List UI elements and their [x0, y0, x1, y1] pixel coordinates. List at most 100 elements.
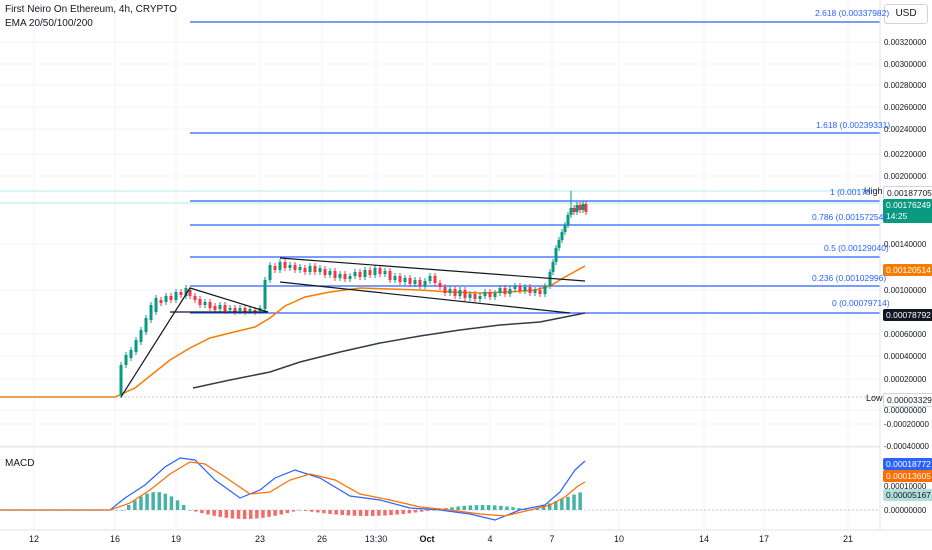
macd-histogram-bar [371, 510, 375, 516]
candle-body [523, 287, 527, 291]
candle-body [554, 248, 558, 262]
candle-body [323, 269, 327, 275]
price-tick: 0.00020000 [884, 375, 927, 384]
price-tick: 0.00240000 [884, 125, 927, 134]
macd-histogram-bar [389, 510, 393, 516]
candle-body [198, 299, 202, 305]
time-tick: 19 [170, 534, 182, 544]
macd-histogram-bar [157, 492, 161, 510]
trendlines[interactable] [120, 257, 586, 398]
macd-histogram-bar [364, 510, 369, 516]
candle-body [248, 309, 252, 311]
fib-label-1618: 1.618 (0.00239331) [816, 120, 891, 130]
time-tick: 16 [109, 534, 121, 544]
candle-body [557, 240, 561, 248]
candle-body [213, 306, 217, 310]
candle-body [273, 266, 277, 270]
last-price: 0.00176249 [886, 200, 931, 210]
candle-body [498, 288, 502, 293]
trendline-impulse [120, 287, 191, 398]
candle-body [253, 310, 257, 312]
macd-histogram-bar [505, 506, 509, 510]
candle-body [518, 286, 522, 291]
macd-histogram-bar [535, 507, 540, 510]
macd-line-tag: 0.00018772 [883, 458, 932, 470]
macd-histogram-bar [377, 510, 381, 516]
candle-body [278, 262, 282, 270]
macd-histogram-bar [273, 510, 277, 516]
candle-body [483, 292, 487, 296]
macd-histogram-bar [297, 510, 302, 511]
candle-body [438, 283, 442, 287]
candle-countdown: 14:25 [886, 211, 908, 221]
macd-histogram-bar [255, 510, 259, 519]
fib-label-0786: 0.786 (0.00157254) [812, 212, 887, 222]
macd-histogram-bar [163, 493, 168, 510]
time-tick: 14 [698, 534, 710, 544]
low-marker: Low [866, 393, 883, 403]
candle-body [179, 292, 183, 295]
macd-tick: 0.00000000 [884, 506, 927, 515]
ema-50-line [0, 265, 586, 398]
candle-body [458, 290, 462, 296]
time-tick: 13:30 [364, 534, 388, 544]
candlesticks [119, 191, 588, 398]
candle-body [208, 302, 212, 308]
price-tick: 0.00100000 [884, 286, 927, 295]
macd-histogram-bar [340, 510, 344, 516]
candle-body [159, 300, 163, 303]
candle-body [193, 296, 197, 300]
candle-body [566, 215, 570, 225]
candle-body [572, 208, 576, 212]
candle-body [144, 318, 148, 332]
candle-body [333, 271, 337, 278]
high-price-tag: 0.00187705 [883, 186, 932, 200]
price-tick: 0.00300000 [884, 60, 927, 69]
candle-body [528, 287, 532, 293]
candle-body [169, 296, 173, 300]
candle-body [268, 265, 272, 280]
indicator-legend[interactable]: EMA 20/50/100/200 [5, 18, 93, 29]
time-tick: 26 [316, 534, 328, 544]
macd-histogram-bar [541, 505, 546, 510]
candle-body [513, 286, 517, 289]
macd-pane [0, 457, 586, 521]
price-tick: 0.00220000 [884, 150, 927, 159]
candle-body [493, 293, 497, 297]
fib-retracement[interactable] [0, 21, 880, 314]
candle-body [428, 276, 432, 281]
macd-histogram-bar [352, 510, 357, 516]
candle-body [373, 268, 377, 275]
candle-body [363, 270, 367, 277]
candle-body [233, 308, 237, 312]
macd-legend[interactable]: MACD [5, 458, 35, 469]
macd-histogram-bar [334, 510, 338, 515]
grid [0, 0, 880, 530]
candle-body [393, 276, 397, 280]
macd-histogram-bar [578, 492, 582, 510]
candle-body [473, 294, 477, 299]
candle-body [124, 355, 128, 365]
candle-body [478, 296, 482, 299]
macd-histogram-bar [242, 510, 247, 519]
macd-histogram-bar [517, 508, 521, 510]
macd-histogram-bar [139, 496, 143, 510]
candle-body [313, 266, 317, 272]
macd-histogram-bar [511, 507, 515, 510]
time-tick: 12 [28, 534, 40, 544]
fib-label-0236: 0.236 (0.00102996) [812, 273, 887, 283]
candle-body [223, 305, 227, 311]
time-tick: 21 [842, 534, 854, 544]
price-tick: 0.00260000 [884, 103, 927, 112]
macd-line [0, 457, 586, 521]
ema-dark-tag: 0.00078792 [883, 309, 932, 321]
symbol-title[interactable]: First Neiro On Ethereum, 4h, CRYPTO [5, 4, 177, 15]
macd-histogram-bar [316, 510, 320, 513]
currency-button[interactable]: USD [884, 4, 928, 24]
time-tick: 7 [549, 534, 555, 544]
macd-histogram-bar [249, 510, 253, 519]
candle-body [283, 262, 287, 268]
price-tick: -0.00020000 [884, 420, 929, 429]
candle-body [188, 290, 192, 296]
